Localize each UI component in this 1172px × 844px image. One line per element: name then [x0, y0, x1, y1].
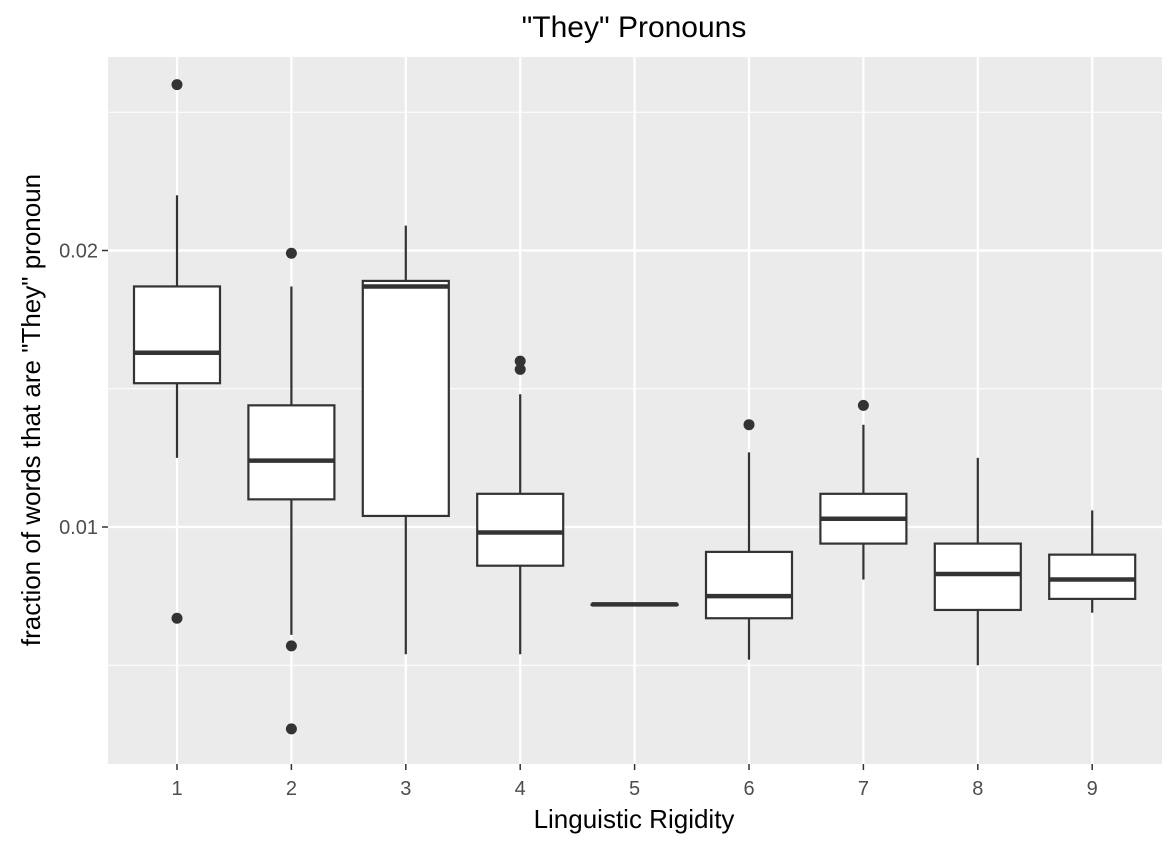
- box: [361, 279, 450, 518]
- box: [1048, 553, 1137, 600]
- boxplot-6: [704, 419, 794, 660]
- x-tick-label: 1: [171, 778, 182, 800]
- boxplot-5: [590, 602, 679, 607]
- axis-layer: 0.01 0.02 1 2 3 4 5 6 7 8 9: [59, 241, 1098, 801]
- x-tick-label: 8: [972, 778, 983, 800]
- x-tick-label: 4: [515, 778, 526, 800]
- outlier-point: [171, 79, 183, 91]
- boxplot-7: [819, 399, 908, 580]
- x-tick-label: 5: [629, 778, 640, 800]
- boxplot-1: [132, 79, 222, 624]
- box: [247, 404, 336, 501]
- x-tick-label: 6: [743, 778, 754, 800]
- x-axis-title: Linguistic Rigidity: [534, 804, 735, 834]
- chart-title: "They" Pronouns: [522, 11, 747, 44]
- boxplot-4: [476, 355, 565, 655]
- boxplot-8: [933, 457, 1022, 666]
- outlier-point: [285, 247, 297, 259]
- x-tick-label: 2: [286, 778, 297, 800]
- box: [933, 542, 1022, 612]
- x-tick-label: 3: [400, 778, 411, 800]
- y-tick-label: 0.01: [59, 517, 98, 539]
- outlier-point: [285, 640, 297, 652]
- box: [132, 285, 222, 385]
- outlier-point: [514, 355, 526, 367]
- outlier-point: [285, 723, 297, 735]
- boxplot-2: [247, 247, 336, 735]
- y-tick-label: 0.02: [59, 241, 98, 263]
- x-tick-label: 7: [858, 778, 869, 800]
- outlier-point: [743, 419, 755, 431]
- box: [704, 550, 794, 620]
- outlier-point: [857, 399, 869, 411]
- box-layer: [132, 79, 1137, 735]
- boxplot-3: [361, 225, 450, 655]
- y-axis-title: fraction of words that are "They" pronou…: [16, 174, 46, 646]
- outlier-point: [171, 612, 183, 624]
- boxplot-9: [1048, 510, 1137, 613]
- box: [476, 492, 565, 567]
- outlier-point: [514, 363, 526, 375]
- x-tick-label: 9: [1087, 778, 1098, 800]
